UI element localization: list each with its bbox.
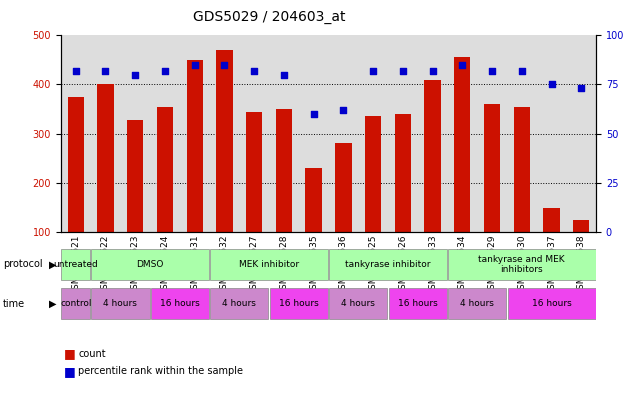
Bar (276, 109, 292, 281)
Bar (329, 249, 447, 280)
Bar (187, 60, 203, 281)
Bar (157, 107, 173, 281)
Text: 4 hours: 4 hours (460, 299, 494, 308)
Bar (67, 97, 84, 281)
Bar (454, 57, 470, 281)
Text: 16 hours: 16 hours (160, 299, 200, 308)
Bar (484, 104, 500, 281)
Point (517, 68, 527, 74)
Bar (151, 288, 209, 319)
Point (457, 62, 467, 68)
Text: GDS5029 / 204603_at: GDS5029 / 204603_at (193, 10, 345, 24)
Text: 4 hours: 4 hours (341, 299, 375, 308)
Bar (127, 120, 144, 281)
Text: protocol: protocol (3, 259, 43, 269)
Bar (508, 288, 595, 319)
Bar (246, 112, 262, 281)
Bar (62, 288, 90, 319)
Text: ■: ■ (64, 347, 76, 360)
Bar (270, 288, 328, 319)
Text: MEK inhibitor: MEK inhibitor (239, 260, 299, 269)
Bar (365, 116, 381, 281)
Bar (513, 107, 530, 281)
Text: ▶: ▶ (49, 299, 56, 309)
Point (308, 111, 319, 117)
Text: ■: ■ (64, 365, 76, 378)
Text: percentile rank within the sample: percentile rank within the sample (78, 366, 243, 376)
Point (71, 68, 81, 74)
Text: DMSO: DMSO (137, 260, 164, 269)
Point (130, 72, 140, 78)
Point (576, 85, 587, 92)
Bar (62, 249, 90, 280)
Bar (448, 249, 595, 280)
Text: 16 hours: 16 hours (531, 299, 571, 308)
Bar (306, 168, 322, 281)
Point (428, 68, 438, 74)
Bar (544, 208, 560, 281)
Bar (448, 288, 506, 319)
Bar (424, 79, 441, 281)
Point (338, 107, 349, 113)
Point (160, 68, 170, 74)
Bar (388, 288, 447, 319)
Text: 4 hours: 4 hours (103, 299, 137, 308)
Bar (91, 249, 209, 280)
Bar (91, 288, 149, 319)
Text: count: count (78, 349, 106, 359)
Point (190, 62, 200, 68)
Point (219, 62, 229, 68)
Text: control: control (60, 299, 92, 308)
Point (397, 68, 408, 74)
Point (249, 68, 260, 74)
Text: untreated: untreated (53, 260, 98, 269)
Bar (573, 220, 590, 281)
Text: 16 hours: 16 hours (398, 299, 438, 308)
Text: time: time (3, 299, 26, 309)
Point (487, 68, 497, 74)
Text: 16 hours: 16 hours (279, 299, 319, 308)
Text: tankyrase inhibitor: tankyrase inhibitor (345, 260, 431, 269)
Bar (335, 143, 351, 281)
Bar (97, 84, 113, 281)
Bar (395, 114, 411, 281)
Text: 4 hours: 4 hours (222, 299, 256, 308)
Point (546, 81, 556, 88)
Point (101, 68, 111, 74)
Bar (210, 249, 328, 280)
Bar (216, 50, 233, 281)
Text: tankyrase and MEK
inhibitors: tankyrase and MEK inhibitors (478, 255, 565, 274)
Bar (210, 288, 269, 319)
Text: ▶: ▶ (49, 259, 56, 269)
Point (368, 68, 378, 74)
Bar (329, 288, 387, 319)
Point (279, 72, 289, 78)
